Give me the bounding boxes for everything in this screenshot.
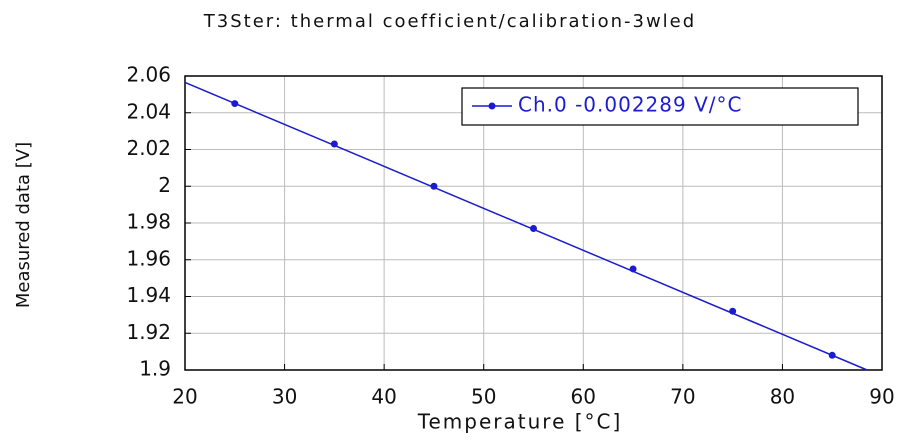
y-tick-label: 1.92 [126,320,171,344]
x-tick-label: 20 [172,385,197,409]
data-point [629,265,637,273]
legend-marker [488,102,496,110]
plot-frame [184,75,883,371]
y-tick-label: 1.94 [126,283,171,307]
legend-label: Ch.0 -0.002289 V/°C [518,93,742,117]
data-point [828,351,836,359]
y-tick-label: 1.98 [126,210,171,234]
x-tick-label: 50 [471,385,496,409]
y-tick-label: 1.9 [139,357,171,381]
data-point [430,182,438,190]
y-tick-label: 2.04 [126,99,171,123]
x-tick-label: 40 [371,385,396,409]
y-tick-label: 2.06 [126,63,171,87]
x-tick-label: 30 [272,385,297,409]
x-tick-label: 80 [770,385,795,409]
data-point [729,307,737,315]
data-point [530,225,537,233]
y-tick-label: 2 [158,173,171,197]
y-tick-label: 2.02 [126,136,171,160]
y-axis-label: Measured data [V] [13,142,34,308]
x-tick-label: 60 [571,385,596,409]
chart-title: T3Ster: thermal coefficient/calibration-… [203,11,696,32]
x-tick-label: 70 [670,385,695,409]
data-point [231,100,239,108]
x-axis-label: Temperature [°C] [417,410,623,434]
fit-line [184,81,868,371]
x-tick-label: 90 [869,385,894,409]
data-point [330,140,338,148]
y-tick-label: 1.96 [126,246,171,270]
legend-box [461,87,859,126]
